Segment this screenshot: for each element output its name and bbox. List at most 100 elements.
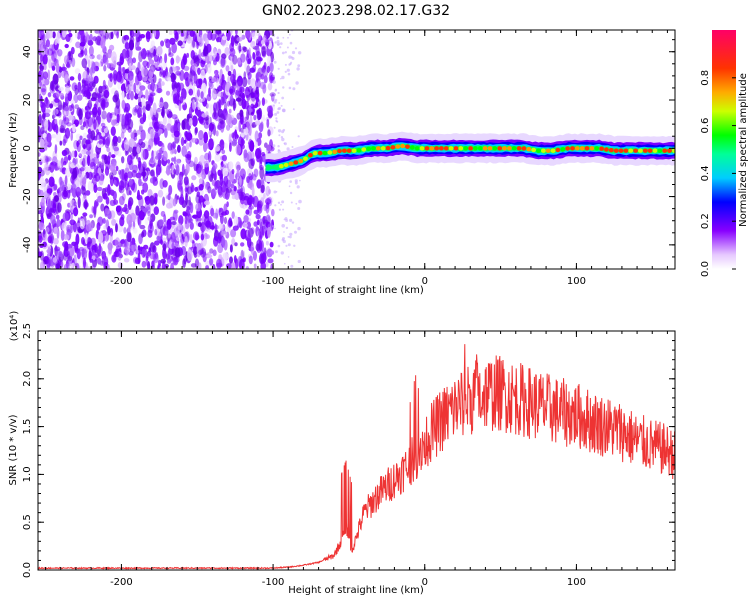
noise-speckle (205, 220, 212, 228)
noise-speckle (119, 56, 125, 65)
noise-speckle (188, 88, 194, 96)
signal-peak (628, 148, 634, 153)
noise-speckle (185, 142, 190, 150)
noise-speckle (195, 78, 202, 89)
noise-speckle (254, 120, 261, 126)
noise-speckle (249, 151, 255, 160)
noise-speckle (215, 130, 219, 137)
noise-speckle (77, 196, 81, 209)
noise-speckle (289, 235, 292, 239)
noise-speckle (79, 49, 85, 57)
noise-speckle (177, 223, 182, 231)
noise-speckle (261, 46, 266, 57)
noise-speckle (272, 144, 276, 148)
noise-speckle (221, 73, 225, 83)
noise-speckle (129, 30, 133, 37)
noise-speckle (271, 208, 275, 217)
signal-peak (565, 146, 570, 151)
noise-speckle (161, 147, 167, 152)
noise-speckle (178, 215, 184, 226)
noise-speckle (177, 40, 183, 46)
noise-speckle (133, 108, 139, 113)
noise-speckle (270, 263, 274, 269)
noise-speckle (261, 97, 265, 106)
signal-peak (298, 158, 304, 164)
noise-speckle (128, 83, 134, 91)
noise-speckle (254, 130, 259, 142)
noise-speckle (277, 149, 280, 152)
noise-speckle (277, 244, 281, 248)
signal-peak (288, 161, 294, 166)
signal-peak (550, 148, 556, 153)
noise-speckle (52, 208, 58, 216)
noise-speckle (152, 245, 157, 253)
noise-speckle (38, 30, 43, 38)
noise-speckle (126, 232, 132, 243)
noise-speckle (130, 152, 136, 160)
noise-speckle (39, 147, 45, 153)
noise-speckle (179, 69, 185, 82)
noise-speckle (194, 127, 198, 134)
noise-speckle (121, 48, 127, 59)
noise-speckle (282, 128, 286, 132)
signal-peak (375, 146, 381, 151)
noise-speckle (184, 180, 190, 191)
noise-speckle (51, 65, 56, 71)
noise-speckle (152, 250, 157, 262)
noise-speckle (123, 139, 130, 152)
noise-speckle (134, 257, 141, 265)
noise-speckle (118, 195, 125, 206)
noise-speckle (205, 53, 210, 64)
signal-peak (594, 146, 600, 151)
noise-speckle (54, 195, 59, 202)
noise-speckle (176, 56, 182, 62)
noise-speckle (266, 118, 270, 128)
noise-speckle (93, 200, 97, 212)
noise-speckle (39, 54, 44, 62)
noise-speckle (284, 63, 287, 66)
noise-speckle (55, 214, 60, 220)
noise-speckle (134, 93, 138, 100)
noise-speckle (94, 30, 101, 34)
noise-speckle (281, 51, 285, 55)
noise-speckle (256, 109, 261, 115)
noise-speckle (164, 128, 168, 138)
noise-speckle (218, 232, 221, 244)
noise-speckle (125, 123, 130, 131)
noise-speckle (171, 157, 175, 162)
signal-peak (283, 162, 289, 168)
noise-speckle (81, 164, 86, 171)
noise-speckle (249, 115, 253, 127)
signal-peak (487, 146, 493, 151)
noise-speckle (289, 41, 293, 45)
noise-speckle (49, 44, 54, 52)
noise-speckle (209, 225, 215, 230)
noise-speckle (124, 203, 128, 211)
noise-speckle (48, 256, 52, 266)
noise-speckle (276, 39, 280, 43)
noise-speckle (281, 75, 285, 80)
noise-speckle (47, 92, 52, 98)
signal-peak (613, 148, 619, 153)
noise-speckle (127, 200, 132, 211)
noise-speckle (123, 227, 127, 234)
noise-speckle (153, 121, 160, 129)
noise-speckle (74, 87, 79, 95)
noise-speckle (189, 141, 192, 148)
noise-speckle (137, 245, 141, 251)
noise-speckle (190, 182, 194, 193)
noise-speckle (47, 246, 51, 257)
noise-speckle (199, 36, 203, 44)
noise-speckle (38, 115, 43, 126)
noise-speckle (222, 167, 229, 177)
noise-speckle (284, 262, 286, 265)
noise-speckle (147, 210, 151, 217)
noise-speckle (130, 184, 135, 190)
noise-speckle (121, 90, 125, 102)
noise-speckle (250, 103, 254, 108)
noise-speckle (274, 112, 278, 116)
noise-speckle (113, 146, 120, 152)
noise-speckle (287, 256, 290, 258)
noise-speckle (230, 183, 235, 189)
noise-speckle (291, 50, 296, 55)
